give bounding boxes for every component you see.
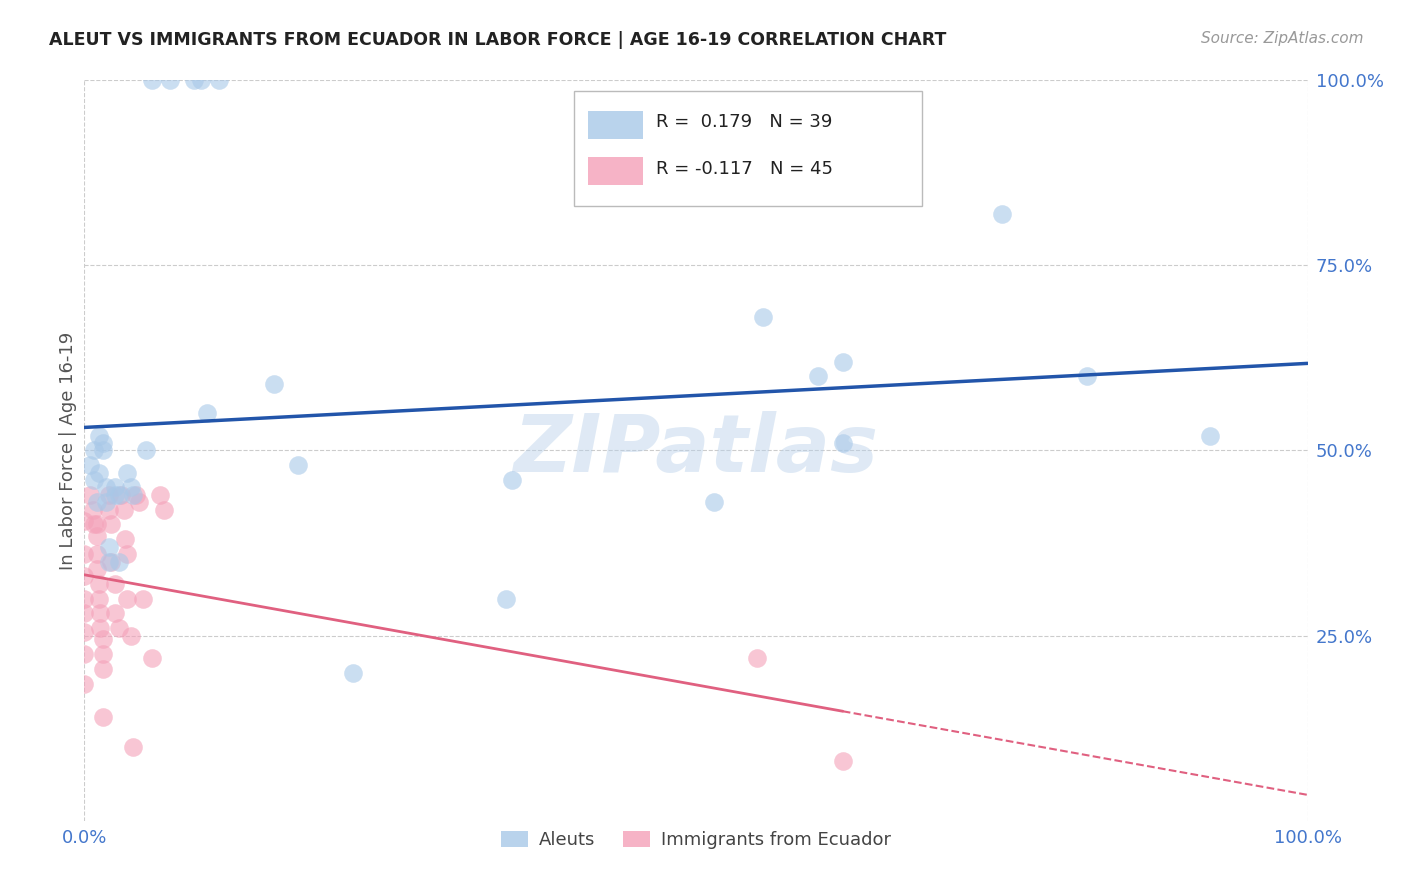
Point xyxy=(86,547,108,561)
Point xyxy=(1198,428,1220,442)
Point xyxy=(100,555,122,569)
Point xyxy=(122,739,145,754)
Text: ZIPatlas: ZIPatlas xyxy=(513,411,879,490)
FancyBboxPatch shape xyxy=(588,157,644,186)
Point xyxy=(100,517,122,532)
Point xyxy=(125,488,148,502)
Point xyxy=(91,710,114,724)
Point xyxy=(107,621,129,635)
Point xyxy=(91,436,114,450)
Point xyxy=(97,488,120,502)
Point xyxy=(87,428,110,442)
Point xyxy=(141,650,163,665)
Point xyxy=(115,547,138,561)
Point xyxy=(91,443,114,458)
Point xyxy=(107,555,129,569)
Text: R =  0.179   N = 39: R = 0.179 N = 39 xyxy=(655,113,832,131)
Point xyxy=(195,407,218,421)
Point xyxy=(73,591,96,606)
Point xyxy=(96,480,118,494)
Point xyxy=(91,647,114,661)
Point xyxy=(752,310,775,325)
Point xyxy=(86,495,108,509)
Point xyxy=(183,73,205,87)
Point xyxy=(703,495,725,509)
Point xyxy=(73,514,96,528)
Point xyxy=(115,591,138,606)
FancyBboxPatch shape xyxy=(574,91,922,206)
Point xyxy=(122,488,145,502)
Point xyxy=(87,466,110,480)
Point xyxy=(120,628,142,642)
Point xyxy=(107,488,129,502)
Point xyxy=(110,488,132,502)
Point xyxy=(747,650,769,665)
Text: R = -0.117   N = 45: R = -0.117 N = 45 xyxy=(655,161,832,178)
Point xyxy=(97,540,120,554)
Point xyxy=(86,562,108,576)
Point xyxy=(73,569,96,583)
Point xyxy=(73,607,96,621)
Point xyxy=(112,502,135,516)
Point xyxy=(83,443,105,458)
Point xyxy=(114,533,136,547)
Point xyxy=(104,488,127,502)
Point xyxy=(86,517,108,532)
Point xyxy=(97,502,120,516)
Point xyxy=(149,488,172,502)
Point xyxy=(82,502,104,516)
Point xyxy=(831,755,853,769)
Point xyxy=(87,591,110,606)
Point xyxy=(342,665,364,680)
Point xyxy=(73,676,96,690)
Point xyxy=(83,473,105,487)
Point xyxy=(287,458,309,473)
Y-axis label: In Labor Force | Age 16-19: In Labor Force | Age 16-19 xyxy=(59,331,77,570)
Point xyxy=(115,466,138,480)
Point xyxy=(104,480,127,494)
Point xyxy=(831,436,853,450)
Point xyxy=(831,354,853,368)
Point xyxy=(502,473,524,487)
Point xyxy=(79,458,101,473)
Point xyxy=(132,591,155,606)
Legend: Aleuts, Immigrants from Ecuador: Aleuts, Immigrants from Ecuador xyxy=(494,823,898,856)
Point xyxy=(96,495,118,509)
Point xyxy=(263,376,285,391)
Point xyxy=(104,576,127,591)
Point xyxy=(91,632,114,647)
Point xyxy=(153,502,176,516)
Point xyxy=(89,621,111,635)
Point xyxy=(79,488,101,502)
Point xyxy=(495,591,517,606)
Point xyxy=(807,369,830,384)
Point xyxy=(73,624,96,639)
Point xyxy=(104,607,127,621)
Point xyxy=(135,443,157,458)
Point xyxy=(1076,369,1098,384)
FancyBboxPatch shape xyxy=(588,111,644,139)
Point xyxy=(73,547,96,561)
Point xyxy=(991,206,1014,220)
Point xyxy=(208,73,231,87)
Point xyxy=(87,576,110,591)
Point xyxy=(128,495,150,509)
Point xyxy=(83,517,105,532)
Point xyxy=(97,555,120,569)
Point xyxy=(141,73,163,87)
Point xyxy=(190,73,212,87)
Point xyxy=(91,662,114,676)
Point xyxy=(120,480,142,494)
Text: ALEUT VS IMMIGRANTS FROM ECUADOR IN LABOR FORCE | AGE 16-19 CORRELATION CHART: ALEUT VS IMMIGRANTS FROM ECUADOR IN LABO… xyxy=(49,31,946,49)
Point xyxy=(86,528,108,542)
Text: Source: ZipAtlas.com: Source: ZipAtlas.com xyxy=(1201,31,1364,46)
Point xyxy=(73,647,96,661)
Point xyxy=(159,73,181,87)
Point xyxy=(89,607,111,621)
